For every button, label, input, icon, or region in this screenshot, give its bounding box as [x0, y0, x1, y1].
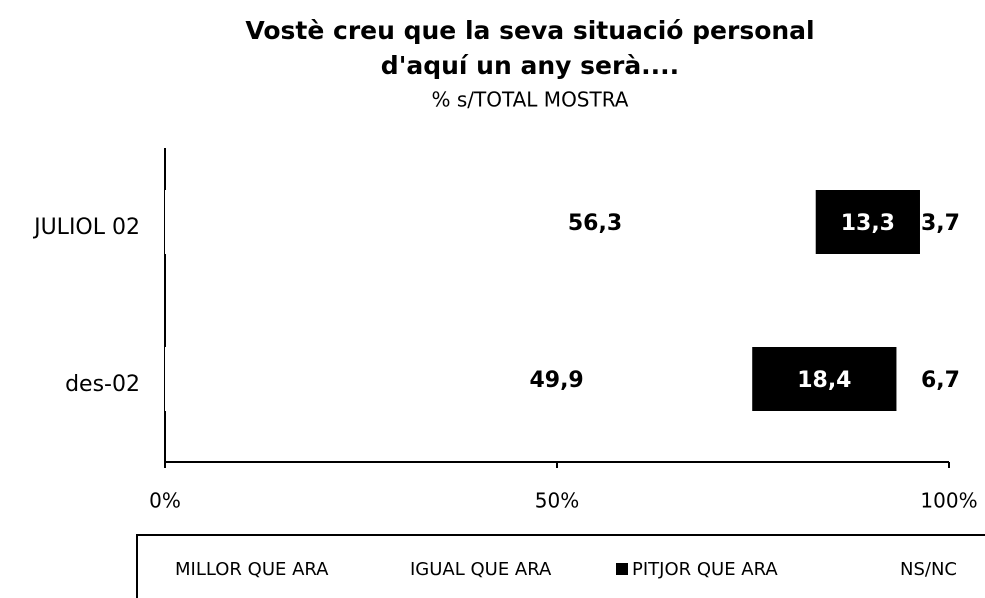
y-tick-label: des-02: [65, 372, 140, 397]
data-label: 56,3: [568, 211, 622, 236]
bar-segment: [165, 347, 361, 411]
legend-marker: [616, 563, 628, 575]
data-label: 49,9: [529, 368, 583, 393]
legend-label: PITJOR QUE ARA: [632, 559, 778, 580]
bar-segment: [896, 347, 949, 411]
bar-segment: [165, 190, 375, 254]
legend-label: NS/NC: [900, 559, 957, 580]
legend-marker: [884, 563, 896, 575]
legend-label: IGUAL QUE ARA: [410, 559, 552, 580]
data-label: 3,7: [921, 211, 960, 236]
x-tick-label: 50%: [535, 489, 579, 513]
chart-title: d'aquí un any serà....: [381, 51, 679, 80]
bar-segment: [752, 347, 897, 411]
x-tick-label: 0%: [149, 489, 181, 513]
bar-segment: [815, 190, 920, 254]
bar-segment: [374, 190, 816, 254]
bar-segment: [361, 347, 753, 411]
legend-label: MILLOR QUE ARA: [175, 559, 329, 580]
data-label: 18,4: [797, 368, 851, 393]
legend-box: [136, 534, 985, 598]
y-tick-label: JULIOL 02: [32, 215, 140, 240]
bar-segment: [919, 190, 949, 254]
x-tick-label: 100%: [920, 489, 977, 513]
data-label: 13,3: [841, 211, 895, 236]
legend-marker: [394, 563, 406, 575]
data-label: 6,7: [921, 368, 960, 393]
chart-title: Vostè creu que la seva situació personal: [245, 16, 814, 45]
chart-subtitle: % s/TOTAL MOSTRA: [431, 88, 628, 112]
